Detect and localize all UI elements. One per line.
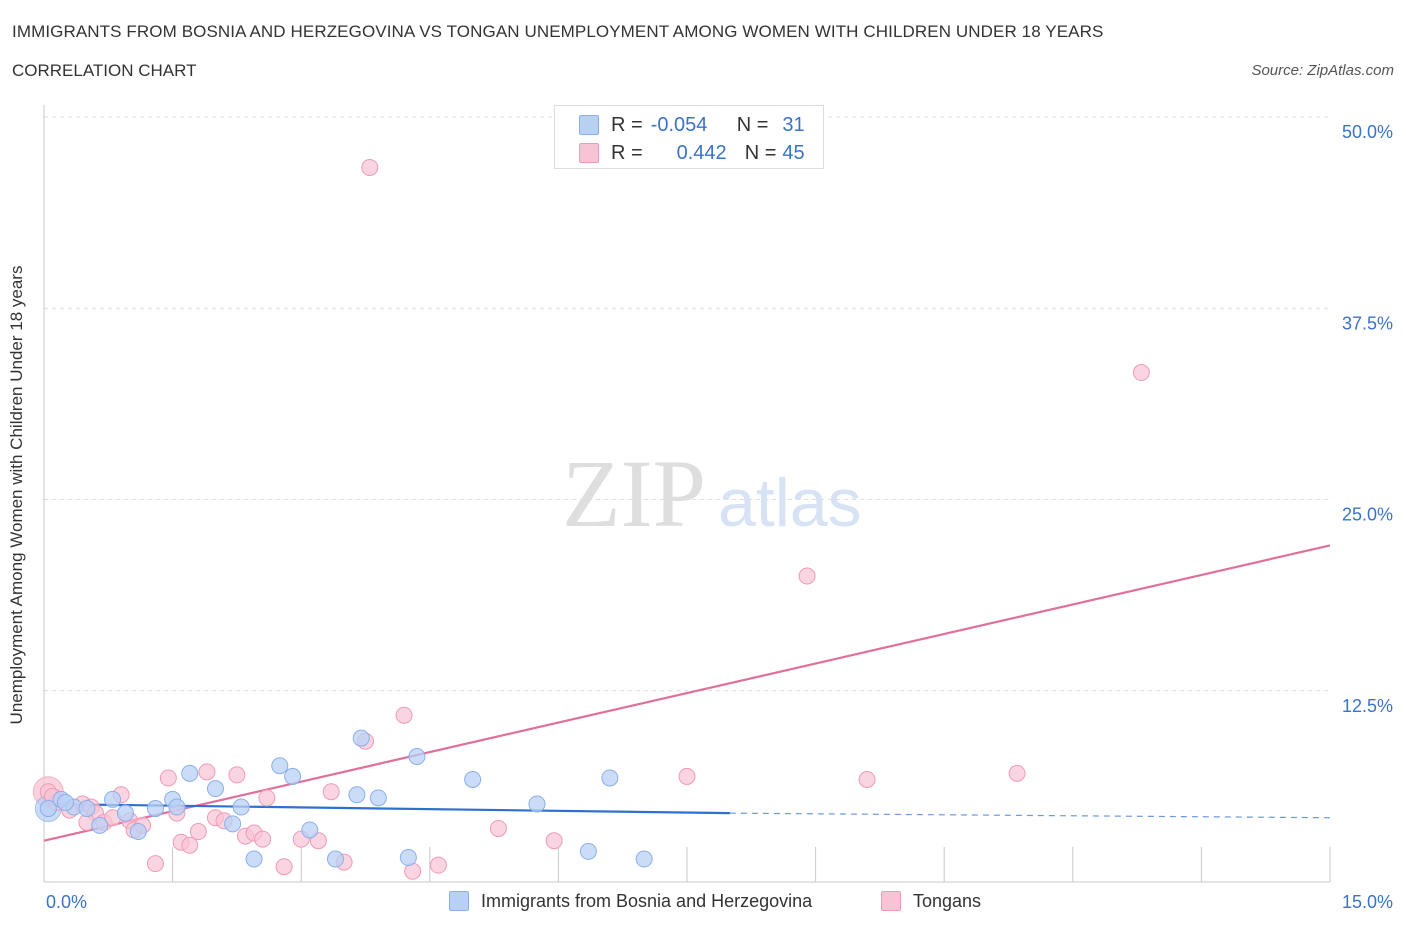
axes <box>43 105 1331 883</box>
correlation-legend: R = -0.054 N = 31 R = 0.442 N = 45 <box>554 105 824 169</box>
data-point-tongans <box>1008 764 1026 782</box>
legend-n-value: 31 <box>782 113 805 136</box>
bottom-legend-tongans: Tongans <box>881 888 981 914</box>
data-point-bosnia <box>352 729 370 747</box>
y-tick-label: 12.5% <box>1342 696 1393 716</box>
bottom-legend-swatch-blue <box>449 891 469 911</box>
data-point-tongans <box>1132 364 1150 382</box>
data-point-tongans <box>189 823 207 841</box>
data-point-tongans <box>678 767 696 785</box>
trend-lines <box>43 544 1331 842</box>
data-point-tongans <box>798 567 816 585</box>
y-tick-label: 25.0% <box>1342 505 1393 525</box>
legend-r-label: R = <box>611 141 643 164</box>
chart-title: IMMIGRANTS FROM BOSNIA AND HERZEGOVINA V… <box>12 22 1104 41</box>
source-credit: Source: ZipAtlas.com <box>1251 62 1394 79</box>
y-tick-label: 50.0% <box>1342 122 1393 142</box>
data-point-bosnia <box>348 786 366 804</box>
data-point-bosnia <box>399 849 417 867</box>
legend-n-label: N = <box>736 113 769 136</box>
gridlines <box>44 116 1330 692</box>
data-point-bosnia <box>528 795 546 813</box>
data-point-bosnia <box>326 850 344 868</box>
data-point-tongans <box>545 832 563 850</box>
data-point-bosnia <box>601 769 619 787</box>
data-point-tongans <box>198 763 216 781</box>
bottom-legend-label-tongans: Tongans <box>913 890 982 911</box>
data-point-bosnia <box>91 816 109 834</box>
y-tick-label: 37.5% <box>1342 313 1393 333</box>
legend-swatch-blue <box>579 115 599 135</box>
data-point-bosnia <box>579 842 597 860</box>
data-point-bosnia <box>56 793 74 811</box>
data-points <box>32 158 1150 880</box>
data-point-tongans <box>395 706 413 724</box>
data-point-tongans <box>858 770 876 788</box>
data-point-tongans <box>228 766 246 784</box>
data-point-bosnia <box>206 780 224 798</box>
bottom-legend-label-bosnia: Immigrants from Bosnia and Herzegovina <box>481 890 813 911</box>
data-point-bosnia <box>271 757 289 775</box>
data-point-bosnia <box>181 764 199 782</box>
data-point-bosnia <box>284 767 302 785</box>
trend-line-bosnia <box>43 802 730 815</box>
data-point-tongans <box>429 856 447 874</box>
bottom-legend-bosnia: Immigrants from Bosnia and Herzegovina <box>449 888 812 914</box>
legend-r-value: 0.442 <box>676 141 727 164</box>
watermark: ZIP atlas <box>562 440 862 547</box>
legend-row-bosnia: R = -0.054 N = 31 <box>579 113 805 137</box>
data-point-bosnia <box>232 798 250 816</box>
data-point-bosnia <box>78 800 96 818</box>
data-point-bosnia <box>39 800 57 818</box>
legend-row-tongans: R = 0.442 N = 45 <box>579 141 805 165</box>
watermark-zip: ZIP <box>562 440 706 547</box>
data-point-tongans <box>159 769 177 787</box>
data-point-bosnia <box>168 798 186 816</box>
data-point-bosnia <box>408 748 426 766</box>
legend-n-value: 45 <box>782 141 805 164</box>
data-point-tongans <box>258 789 276 807</box>
trend-line-tongans <box>43 544 1331 842</box>
data-point-bosnia <box>245 850 263 868</box>
data-point-tongans <box>322 783 340 801</box>
data-point-bosnia <box>369 789 387 807</box>
data-point-bosnia <box>464 770 482 788</box>
data-point-bosnia <box>104 790 122 808</box>
bottom-legend-swatch-pink <box>881 891 901 911</box>
tick-labels: 12.5% 25.0% 37.5% 50.0% 0.0% 15.0% <box>46 122 1393 912</box>
data-point-bosnia <box>301 821 319 839</box>
data-point-tongans <box>275 858 293 876</box>
x-tick-label-min: 0.0% <box>46 892 87 912</box>
data-point-bosnia <box>224 815 242 833</box>
data-point-tongans <box>254 830 272 848</box>
chart-subtitle: CORRELATION CHART <box>12 61 197 80</box>
legend-swatch-pink <box>579 143 599 163</box>
watermark-atlas: atlas <box>718 465 862 541</box>
trend-line-bosnia-extension <box>729 812 1331 819</box>
legend-n-label: N = <box>744 141 777 164</box>
data-point-tongans <box>361 158 379 176</box>
data-point-tongans <box>146 855 164 873</box>
data-point-bosnia <box>129 823 147 841</box>
data-point-bosnia <box>146 800 164 818</box>
x-tick-label-max: 15.0% <box>1342 892 1393 912</box>
legend-r-label: R = <box>611 113 643 136</box>
data-point-tongans <box>489 819 507 837</box>
data-point-bosnia <box>635 850 653 868</box>
legend-r-value: -0.054 <box>650 113 708 136</box>
data-point-tongans <box>181 836 199 854</box>
data-point-bosnia <box>116 804 134 822</box>
